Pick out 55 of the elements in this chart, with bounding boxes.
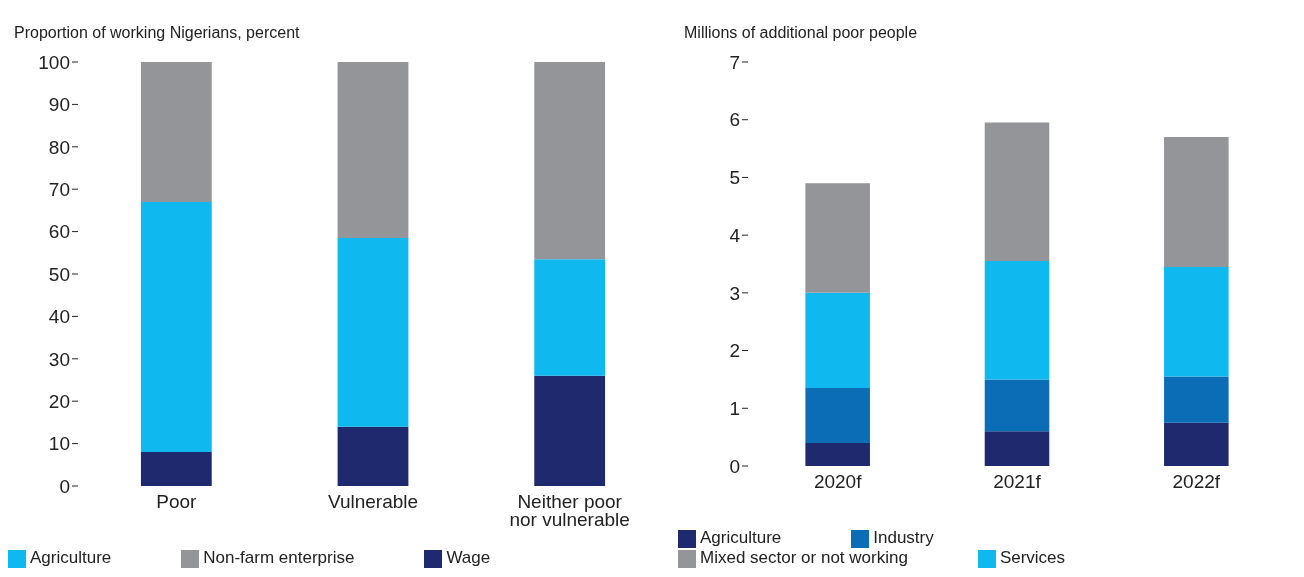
legend-label: Services [999, 548, 1066, 567]
x-tick-label: Neither poor nor vulnerable [509, 491, 630, 530]
y-tick-label: 70 [48, 178, 70, 200]
bar [805, 442, 870, 466]
bar [1164, 137, 1229, 267]
y-axis-title: Millions of additional poor people [683, 24, 919, 43]
bar [805, 183, 870, 293]
bar [534, 62, 606, 260]
bar [1164, 422, 1229, 466]
bar [534, 259, 606, 376]
y-tick-label: 60 [48, 221, 70, 243]
y-tick-label: 4 [729, 224, 741, 246]
bar [337, 62, 409, 238]
y-tick-label: 50 [48, 263, 70, 285]
legend-label: Non-farm enterprise [203, 548, 355, 567]
y-tick-label: 0 [729, 455, 740, 477]
bar [805, 388, 870, 443]
y-tick-label: 100 [38, 51, 70, 73]
bar [140, 201, 212, 453]
y-tick-label: 2 [729, 340, 740, 362]
legend-label: Agriculture [700, 528, 782, 547]
x-tick-label: 2020f [813, 471, 863, 492]
x-tick-label: Vulnerable [327, 491, 419, 512]
bar [984, 122, 1050, 262]
legend-label: Wage [446, 548, 491, 567]
x-tick-label: 2021f [993, 471, 1042, 492]
y-tick-label: 40 [48, 306, 70, 328]
bar [984, 379, 1050, 432]
bar [984, 261, 1050, 380]
y-tick-label: 20 [48, 390, 70, 412]
bar [534, 375, 606, 486]
y-tick-label: 0 [59, 475, 70, 497]
bar [1164, 266, 1229, 377]
legend-label: Mixed sector or not working [700, 548, 908, 567]
bar [984, 431, 1050, 466]
bar [337, 237, 409, 427]
y-tick-label: 30 [48, 348, 70, 370]
bar [140, 452, 212, 486]
y-tick-label: 1 [729, 398, 740, 420]
y-tick-label: 90 [48, 94, 70, 116]
bar [140, 62, 212, 202]
y-tick-label: 5 [729, 167, 740, 189]
y-tick-label: 80 [48, 136, 70, 158]
legend-label: Agriculture [30, 548, 112, 567]
x-tick-label: 2022f [1172, 471, 1221, 492]
y-tick-label: 3 [729, 282, 740, 304]
y-axis-title: Proportion of working Nigerians, percent [13, 24, 301, 43]
bar [1164, 376, 1229, 423]
bar [337, 426, 409, 486]
y-tick-label: 10 [48, 433, 70, 455]
bar [805, 292, 870, 389]
legend-label: Industry [873, 528, 934, 547]
y-tick-label: 7 [729, 51, 740, 73]
x-tick-label: Poor [156, 491, 198, 512]
y-tick-label: 6 [729, 109, 740, 131]
